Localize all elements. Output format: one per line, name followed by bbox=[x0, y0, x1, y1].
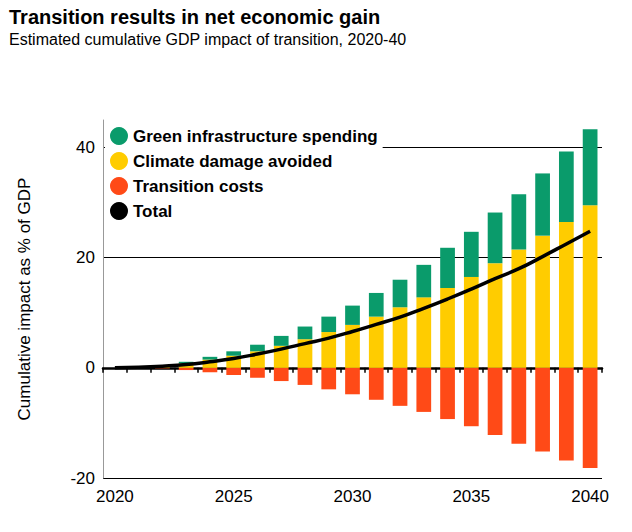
svg-text:Transition results in net econ: Transition results in net economic gain bbox=[9, 6, 380, 28]
svg-text:Climate damage avoided: Climate damage avoided bbox=[133, 152, 332, 171]
svg-text:Total: Total bbox=[133, 202, 172, 221]
svg-text:2025: 2025 bbox=[215, 487, 253, 506]
svg-text:2035: 2035 bbox=[452, 487, 490, 506]
svg-text:0: 0 bbox=[86, 358, 95, 377]
svg-text:20: 20 bbox=[76, 248, 95, 267]
svg-text:Green infrastructure spending: Green infrastructure spending bbox=[133, 127, 378, 146]
svg-text:Cumulative impact as % of GDP: Cumulative impact as % of GDP bbox=[15, 178, 34, 421]
svg-text:Transition costs: Transition costs bbox=[133, 177, 263, 196]
svg-text:40: 40 bbox=[76, 138, 95, 157]
svg-text:Estimated cumulative GDP impac: Estimated cumulative GDP impact of trans… bbox=[9, 31, 406, 48]
svg-text:2040: 2040 bbox=[571, 487, 609, 506]
svg-text:2020: 2020 bbox=[96, 487, 134, 506]
svg-text:2030: 2030 bbox=[334, 487, 372, 506]
svg-text:-20: -20 bbox=[70, 469, 95, 488]
